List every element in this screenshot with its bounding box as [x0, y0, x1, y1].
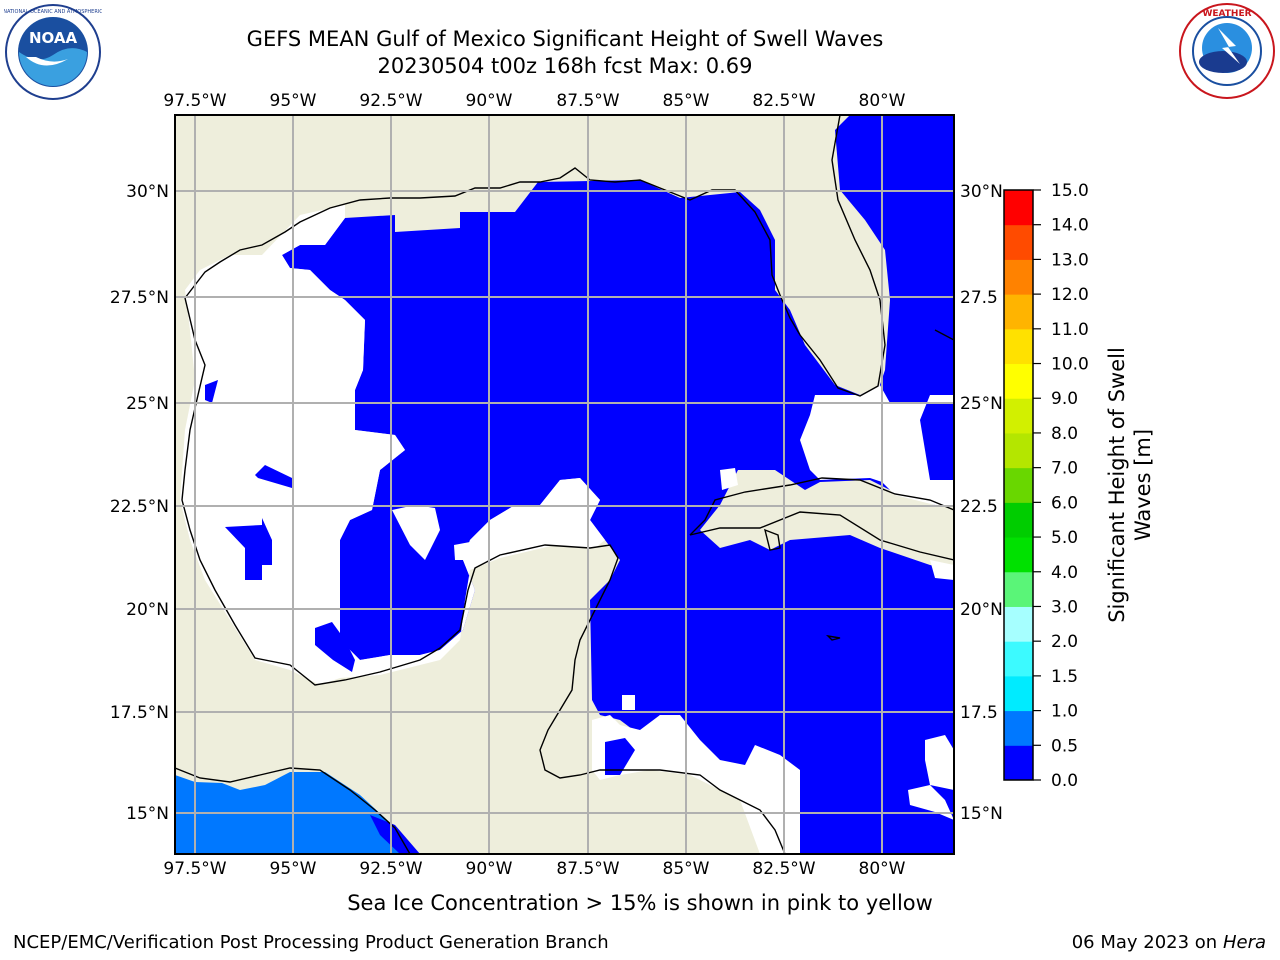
colorbar-label-line2: Waves [m] — [1131, 429, 1155, 541]
colorbar-band — [1004, 398, 1033, 434]
footer-date: 06 May 2023 on Hera — [1072, 932, 1266, 953]
colorbar-tick-label: 14.0 — [1051, 216, 1089, 236]
colorbar-tick-label: 4.0 — [1051, 563, 1078, 583]
colorbar-tick-label: 12.0 — [1051, 285, 1089, 305]
lat-label-left: 27.5°N — [110, 288, 169, 308]
colorbar-label-line1: Significant Height of Swell — [1105, 347, 1129, 623]
colorbar-band — [1004, 432, 1033, 469]
svg-text:NATIONAL OCEANIC AND ATMOSPHER: NATIONAL OCEANIC AND ATMOSPHERIC — [4, 9, 102, 15]
colorbar-band — [1004, 259, 1033, 295]
colorbar-band — [1004, 190, 1033, 226]
lon-label-bottom: 82.5°W — [752, 859, 815, 879]
colorbar-tick-label: 6.0 — [1051, 493, 1078, 513]
lon-label-top: 90°W — [466, 91, 513, 111]
colorbar-band — [1004, 502, 1033, 538]
nws-logo-icon: WEATHER — [1179, 3, 1275, 99]
colorbar-band — [1004, 537, 1033, 573]
lat-label-left: 30°N — [126, 182, 169, 202]
lat-label-left: 17.5°N — [110, 703, 169, 723]
colorbar-band — [1004, 675, 1033, 712]
lon-label-bottom: 90°W — [466, 859, 513, 879]
gridlines — [175, 115, 954, 854]
lon-label-top: 80°W — [859, 91, 906, 111]
footer-date-text: 06 May 2023 on — [1071, 932, 1218, 953]
colorbar-tick-label: 9.0 — [1051, 389, 1078, 409]
colorbar-band — [1004, 571, 1033, 607]
svg-text:WEATHER: WEATHER — [1202, 9, 1251, 19]
footer-credit: NCEP/EMC/Verification Post Processing Pr… — [13, 932, 609, 953]
lon-label-bottom: 85°W — [663, 859, 710, 879]
colorbar-tick-label: 8.0 — [1051, 424, 1078, 444]
lat-label-left: 25°N — [126, 394, 169, 414]
colorbar-tick-label: 1.5 — [1051, 667, 1078, 687]
svg-text:NOAA: NOAA — [29, 29, 78, 47]
colorbar-band — [1004, 294, 1033, 330]
lat-label-left: 20°N — [126, 600, 169, 620]
colorbar-tick-label: 2.0 — [1051, 632, 1078, 652]
lat-label-right: 20°N — [960, 600, 1003, 620]
colorbar-tick-label: 10.0 — [1051, 355, 1089, 375]
lon-label-top: 97.5°W — [163, 91, 226, 111]
footer-host: Hera — [1222, 932, 1266, 953]
ice-caption: Sea Ice Concentration > 15% is shown in … — [347, 891, 933, 915]
lon-label-bottom: 92.5°W — [359, 859, 422, 879]
lat-label-right: 25°N — [960, 394, 1003, 414]
lon-label-bottom: 95°W — [270, 859, 317, 879]
colorbar-band — [1004, 363, 1033, 399]
colorbar-tick-label: 1.0 — [1051, 702, 1078, 722]
chart-subtitle: 20230504 t00z 168h fcst Max: 0.69 — [377, 54, 753, 78]
lat-label-right: 15°N — [960, 804, 1003, 824]
lon-label-top: 87.5°W — [556, 91, 619, 111]
colorbar-frame — [1003, 189, 1034, 781]
colorbar-tick-label: 11.0 — [1051, 320, 1089, 340]
lon-label-top: 85°W — [663, 91, 710, 111]
colorbar-band — [1004, 710, 1033, 746]
colorbar-tick-label: 13.0 — [1051, 250, 1089, 270]
lat-label-right: 22.5 — [960, 497, 998, 517]
colorbar-band — [1004, 224, 1033, 260]
colorbar-tick-label: 15.0 — [1051, 181, 1089, 201]
lon-label-bottom: 97.5°W — [163, 859, 226, 879]
lon-label-bottom: 87.5°W — [556, 859, 619, 879]
colorbar-tick-label: 0.0 — [1051, 771, 1078, 791]
lon-label-top: 92.5°W — [359, 91, 422, 111]
colorbar-band — [1004, 328, 1033, 365]
lon-label-bottom: 80°W — [859, 859, 906, 879]
colorbar-band — [1004, 745, 1033, 781]
colorbar-tick-label: 3.0 — [1051, 597, 1078, 617]
lat-label-left: 15°N — [126, 804, 169, 824]
chart-title: GEFS MEAN Gulf of Mexico Significant Hei… — [246, 27, 884, 51]
map-frame — [174, 114, 955, 855]
colorbar-tick-label: 7.0 — [1051, 459, 1078, 479]
lat-label-left: 22.5°N — [110, 497, 169, 517]
colorbar-band — [1004, 606, 1033, 642]
lon-label-top: 95°W — [270, 91, 317, 111]
lat-label-right: 17.5 — [960, 703, 998, 723]
colorbar — [1004, 190, 1033, 781]
lon-label-top: 82.5°W — [752, 91, 815, 111]
ocean-blue-field — [282, 115, 954, 854]
colorbar-tick-label: 0.5 — [1051, 736, 1078, 756]
lat-label-right: 27.5 — [960, 288, 998, 308]
noaa-logo-icon: NOAA NATIONAL OCEANIC AND ATMOSPHERIC — [4, 4, 102, 100]
lat-label-right: 30°N — [960, 182, 1003, 202]
colorbar-band — [1004, 467, 1033, 503]
colorbar-tick-label: 5.0 — [1051, 528, 1078, 548]
colorbar-band — [1004, 641, 1033, 677]
